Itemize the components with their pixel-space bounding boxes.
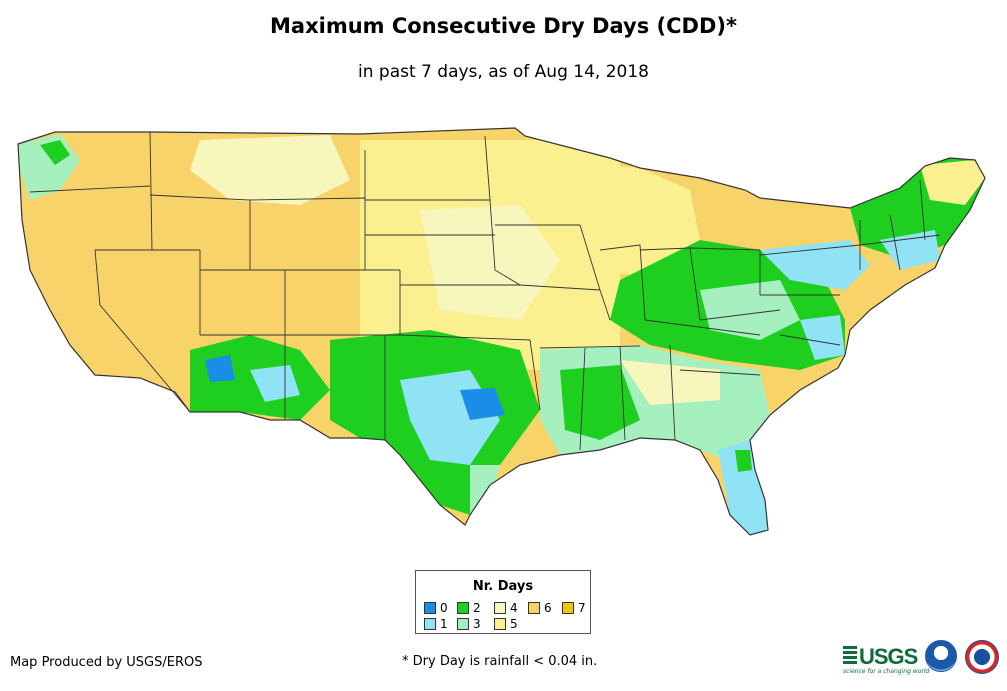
region-south-tx-3 [470, 465, 500, 515]
legend-item-2: 2 [457, 602, 481, 616]
region-florida-2 [735, 450, 752, 472]
region-rockies-4 [190, 135, 350, 205]
legend-swatch-1 [424, 618, 436, 630]
map-credit: Map Produced by USGS/EROS [10, 655, 203, 670]
legend-swatch-6 [528, 602, 540, 614]
legend-item-4: 4 [494, 602, 518, 616]
usgs-wave-icon [843, 646, 857, 666]
us-dry-days-map [17, 127, 986, 536]
nws-logo-icon [965, 640, 999, 674]
legend-item-3: 3 [457, 618, 481, 632]
region-midwest-5 [540, 160, 700, 280]
usgs-logo: USGS [843, 644, 918, 670]
region-lower-miss-2 [560, 365, 640, 440]
region-plains-4 [420, 205, 560, 320]
state-boundaries [17, 127, 986, 536]
legend-item-5: 5 [494, 618, 518, 632]
map-title: Maximum Consecutive Dry Days (CDD)* [270, 14, 737, 38]
legend-swatch-7 [562, 602, 574, 614]
region-maine-5 [920, 160, 985, 205]
legend-swatch-5 [494, 618, 506, 630]
legend-item-7: 7 [562, 602, 586, 616]
legend-item-6: 6 [528, 602, 552, 616]
legend-swatch-0 [424, 602, 436, 614]
usgs-tagline: science for a changing world [843, 668, 930, 675]
region-southwest-0 [205, 355, 235, 382]
legend-swatch-4 [494, 602, 506, 614]
region-pnw-2 [40, 140, 70, 165]
legend-swatch-3 [457, 618, 469, 630]
dry-day-footnote: * Dry Day is rainfall < 0.04 in. [402, 654, 598, 669]
agency-logos: USGS science for a changing world [843, 638, 1003, 678]
region-virginia-1 [800, 315, 845, 360]
legend-title: Nr. Days [472, 579, 534, 594]
legend-swatch-2 [457, 602, 469, 614]
map-legend: Nr. Days 0 1 2 3 4 5 6 7 [415, 570, 591, 634]
region-texas-0 [460, 388, 505, 420]
noaa-logo-icon [925, 640, 957, 672]
region-southwest-1 [250, 365, 300, 402]
legend-item-0: 0 [424, 602, 448, 616]
legend-item-1: 1 [424, 618, 448, 632]
map-subtitle: in past 7 days, as of Aug 14, 2018 [358, 62, 649, 82]
